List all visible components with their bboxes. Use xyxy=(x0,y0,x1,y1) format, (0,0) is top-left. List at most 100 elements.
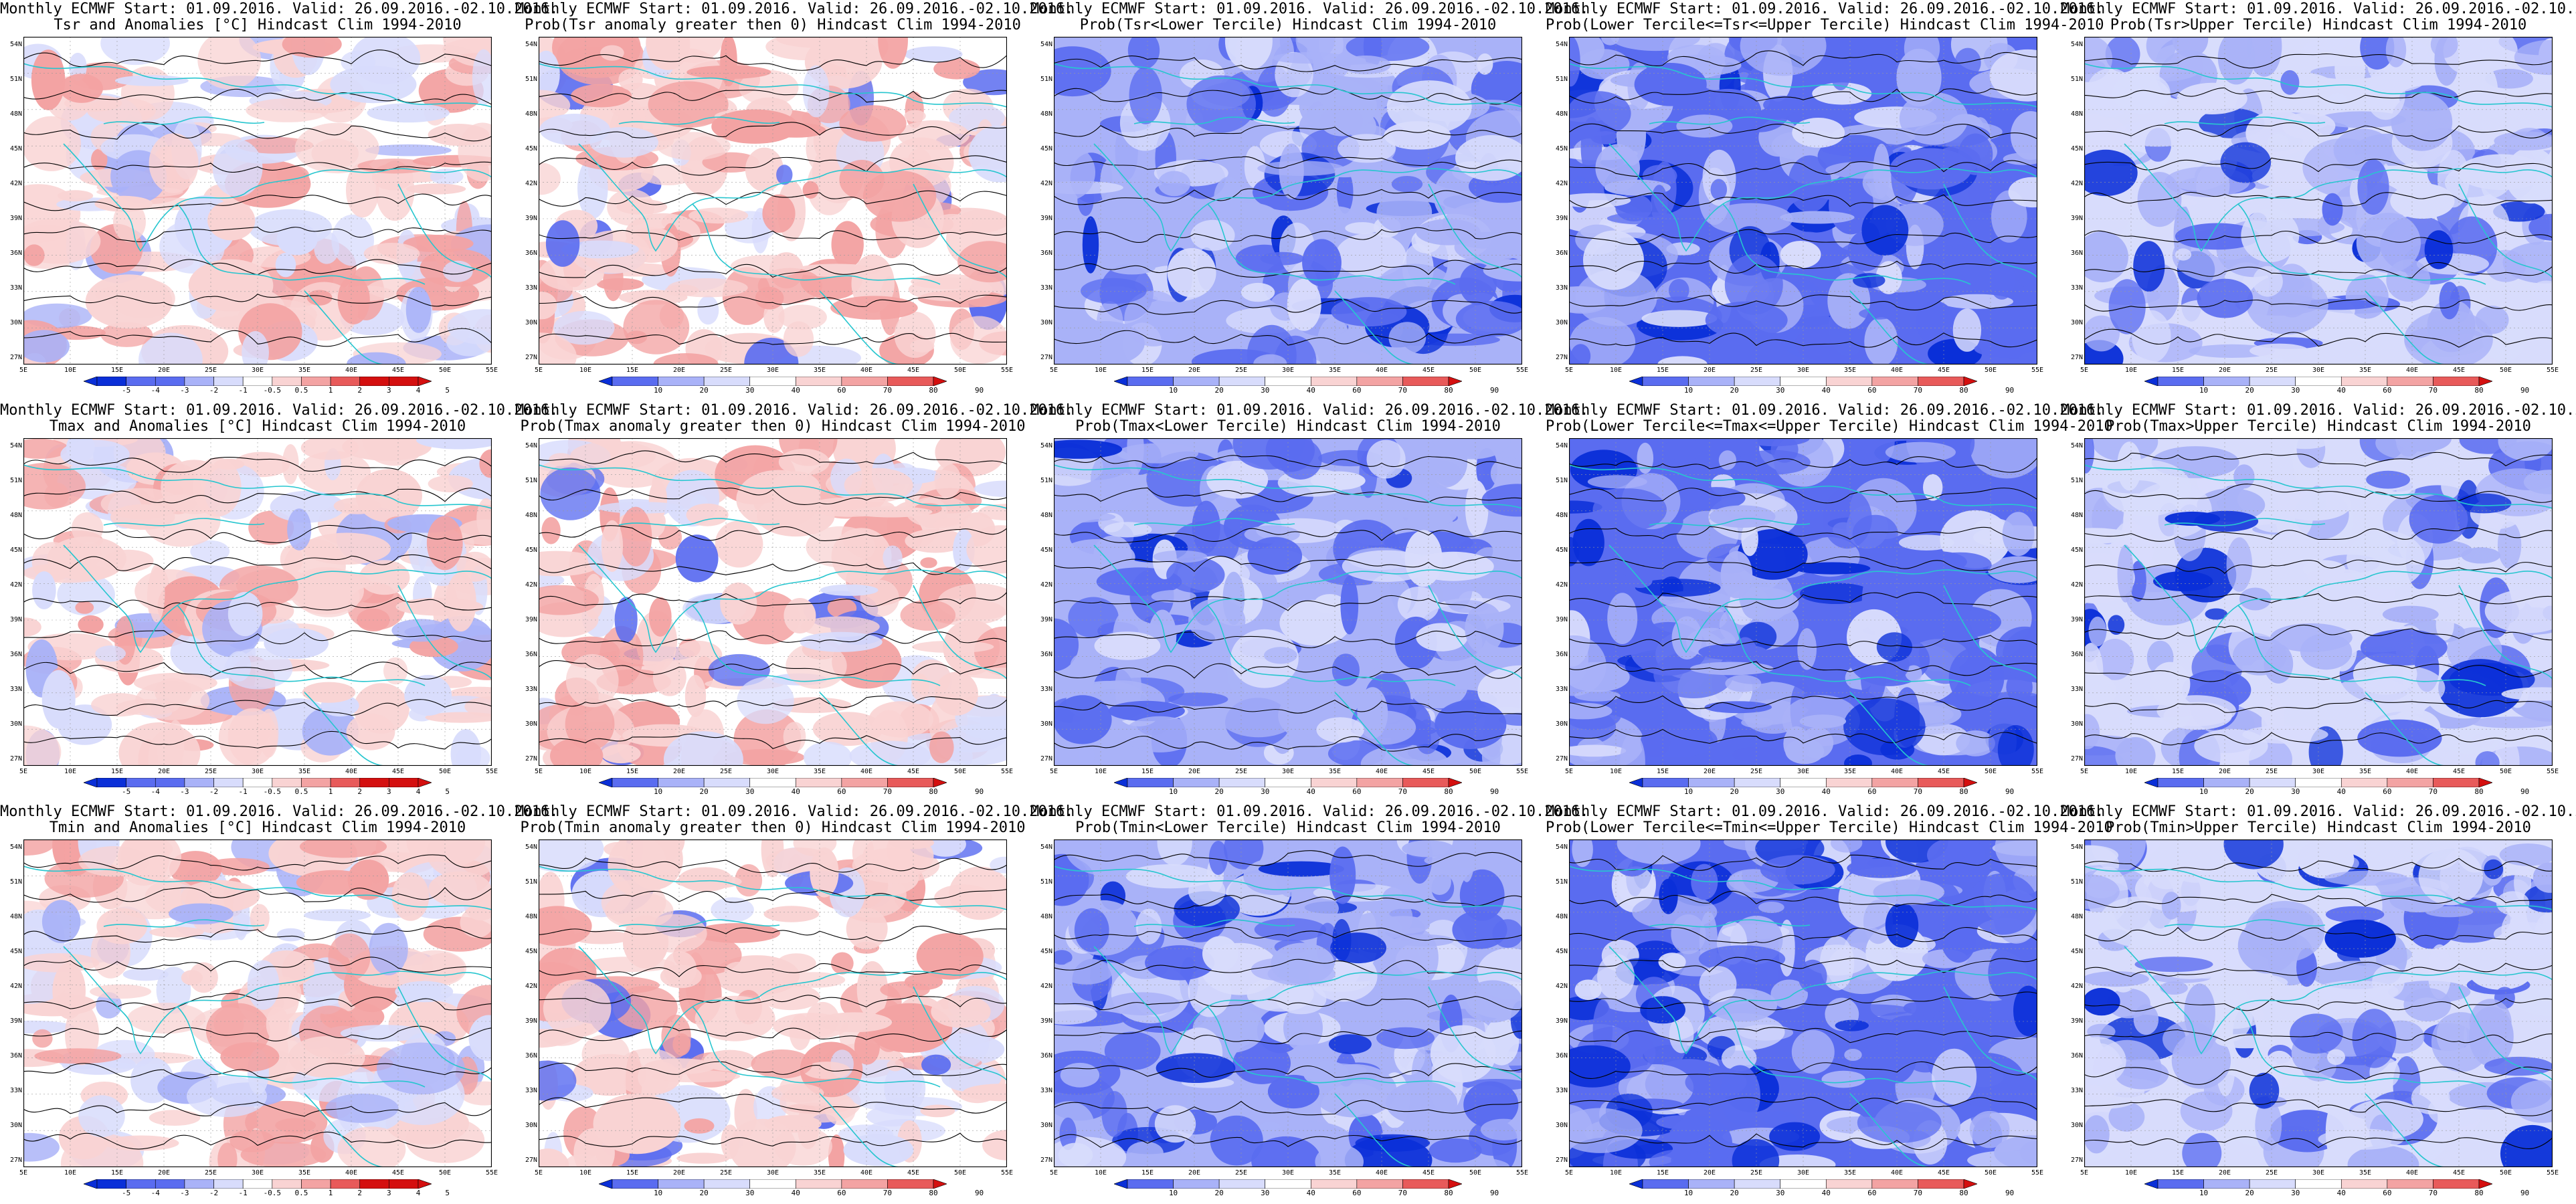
graticule xyxy=(1569,839,2037,1167)
map-panel-7: Monthly ECMWF Start: 01.09.2016. Valid: … xyxy=(515,401,1073,803)
latitude-label: 42N xyxy=(2070,180,2083,187)
longitude-label: 30E xyxy=(2312,367,2325,374)
latitude-label: 36N xyxy=(9,1052,22,1060)
panel-subtitle: Prob(Tmax>Upper Tercile) Hindcast Clim 1… xyxy=(2106,418,2531,435)
colorbar-swatch xyxy=(184,1179,214,1189)
graticule xyxy=(1054,839,1522,1167)
colorbar-swatch xyxy=(1218,1179,1266,1189)
longitude-label: 25E xyxy=(1750,367,1763,374)
colorbar-swatch xyxy=(272,1179,302,1189)
latitude-label: 36N xyxy=(2070,1052,2083,1060)
colorbar-swatch xyxy=(1310,778,1358,787)
colorbar-tick-label: 10 xyxy=(2199,386,2209,395)
colorbar-tick-label: 60 xyxy=(1352,787,1362,796)
colorbar-swatch xyxy=(330,778,361,787)
colorbar-swatch xyxy=(1871,377,1918,386)
colorbar-tick-label: 90 xyxy=(2520,787,2530,796)
map-panel-1: Monthly ECMWF Start: 01.09.2016. Valid: … xyxy=(0,0,558,401)
colorbar-tick-label: 90 xyxy=(1489,787,1499,796)
colorbar-swatch xyxy=(1448,1179,1462,1189)
colorbar-tick-label: 40 xyxy=(2336,787,2346,796)
map-svg xyxy=(539,839,1007,1167)
colorbar-tick-label: 90 xyxy=(1489,386,1499,395)
latitude-label: 33N xyxy=(2070,284,2083,292)
latitude-label: 48N xyxy=(2070,913,2083,920)
map-panel-13: Monthly ECMWF Start: 01.09.2016. Valid: … xyxy=(1030,803,1588,1204)
graticule xyxy=(1054,438,1522,766)
longitude-label: 10E xyxy=(2124,367,2138,374)
colorbar-tick-label: 0.5 xyxy=(294,787,308,796)
shaded-field xyxy=(2084,839,2553,1167)
latitude-label: 42N xyxy=(9,581,22,589)
colorbar-swatch xyxy=(2478,1179,2492,1189)
colorbar-swatch xyxy=(126,778,156,787)
latitude-label: 36N xyxy=(525,1052,537,1060)
longitude-label: 55E xyxy=(2031,367,2044,374)
longitude-label: 30E xyxy=(1281,1169,1295,1177)
longitude-label: 40E xyxy=(1890,1169,1904,1177)
latitude-label: 39N xyxy=(1555,1017,1568,1025)
map-panel-14: Monthly ECMWF Start: 01.09.2016. Valid: … xyxy=(1546,803,2113,1204)
colorbar-swatch xyxy=(84,1179,98,1189)
colorbar-swatch xyxy=(2249,377,2296,386)
longitude-label: 50E xyxy=(1469,1169,1482,1177)
panel-title: Monthly ECMWF Start: 01.09.2016. Valid: … xyxy=(0,402,559,419)
colorbar-swatch xyxy=(1265,1179,1311,1189)
longitude-label: 50E xyxy=(1469,768,1482,775)
colorbar-tick-label: 20 xyxy=(2245,787,2254,796)
coastlines xyxy=(2084,63,2553,365)
colorbar-swatch xyxy=(2249,778,2296,787)
coastlines xyxy=(539,866,1007,1167)
longitude-label: 15E xyxy=(1656,1169,1669,1177)
colorbar-tick-label: 80 xyxy=(929,386,938,395)
colorbar-swatch xyxy=(418,778,432,787)
latitude-label: 39N xyxy=(2070,1017,2083,1025)
colorbar-tick-label: 2 xyxy=(357,1189,363,1197)
latitude-label: 54N xyxy=(9,442,22,449)
colorbar-swatch xyxy=(1114,377,1128,386)
longitude-label: 25E xyxy=(1234,1169,1248,1177)
colorbar-tick-label: 30 xyxy=(1261,1189,1270,1197)
colorbar-tick-label: 30 xyxy=(1776,787,1785,796)
longitude-label: 15E xyxy=(2171,1169,2185,1177)
longitude-label: 5E xyxy=(2080,367,2089,374)
latitude-label: 33N xyxy=(9,1087,22,1094)
colorbar-tick-label: 20 xyxy=(1214,386,1224,395)
colorbar-swatch xyxy=(301,1179,331,1189)
latitude-label: 51N xyxy=(525,477,537,484)
colorbar-tick-label: 30 xyxy=(2291,787,2300,796)
colorbar-swatch xyxy=(1825,1179,1873,1189)
colorbar-swatch xyxy=(658,1179,705,1189)
longitude-label: 50E xyxy=(1469,367,1482,374)
colorbar-swatch xyxy=(1629,377,1643,386)
longitude-label: 10E xyxy=(2124,1169,2138,1177)
isotherm-contours xyxy=(23,854,492,1150)
latitude-label: 27N xyxy=(2070,354,2083,361)
colorbar-swatch xyxy=(1642,778,1689,787)
longitude-label: 30E xyxy=(1797,768,1810,775)
latitude-label: 27N xyxy=(1040,755,1052,763)
longitude-label: 40E xyxy=(345,1169,358,1177)
colorbar-tick-label: 80 xyxy=(2474,1189,2484,1197)
colorbar: 10 20 30 40 60 70 80 90 xyxy=(1629,778,2014,799)
longitude-label: 50E xyxy=(953,367,967,374)
colorbar-swatch xyxy=(1127,377,1174,386)
longitude-label: 55E xyxy=(2546,1169,2559,1177)
latitude-label: 30N xyxy=(1555,720,1568,728)
panel-subtitle: Tmin and Anomalies [°C] Hindcast Clim 19… xyxy=(49,819,466,836)
longitude-label: 15E xyxy=(110,367,124,374)
colorbar-swatch xyxy=(703,1179,751,1189)
latitude-label: 30N xyxy=(2070,720,2083,728)
longitude-label: 15E xyxy=(1656,367,1669,374)
latitude-label: 39N xyxy=(525,1017,537,1025)
colorbar-tick-label: 80 xyxy=(929,1189,938,1197)
colorbar-swatch xyxy=(658,377,705,386)
longitude-label: 35E xyxy=(813,367,826,374)
latitude-label: 39N xyxy=(2070,215,2083,222)
colorbar-tick-label: 70 xyxy=(1913,1189,1923,1197)
longitude-label: 35E xyxy=(2359,1169,2372,1177)
longitude-label: 5E xyxy=(19,367,28,374)
colorbar-swatch xyxy=(1310,377,1358,386)
colorbar-swatch xyxy=(2144,377,2158,386)
colorbar-swatch xyxy=(749,1179,796,1189)
